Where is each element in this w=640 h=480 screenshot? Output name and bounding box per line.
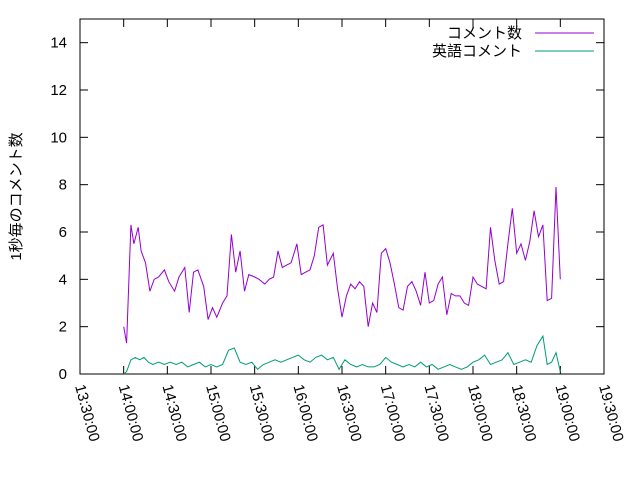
y-tick-label: 0 [59, 366, 67, 383]
x-tick-label: 13:30:00 [71, 383, 103, 444]
x-tick-label: 18:30:00 [508, 383, 540, 444]
y-tick-label: 8 [59, 177, 67, 194]
x-tick-label: 19:30:00 [595, 383, 627, 444]
y-tick-label: 6 [59, 224, 67, 241]
x-tick-label: 16:00:00 [289, 383, 321, 444]
x-tick-label: 15:00:00 [202, 383, 234, 444]
x-tick-label: 18:00:00 [464, 383, 496, 444]
chart-series [123, 186, 561, 375]
legend-label-2: 英語コメント [432, 42, 522, 60]
series-line-2 [123, 334, 561, 375]
series-line-1 [123, 186, 561, 344]
x-tick-label: 15:30:00 [246, 383, 278, 444]
x-tick-label: 19:00:00 [551, 383, 583, 444]
y-tick-label: 12 [50, 82, 67, 99]
x-tick-label: 17:30:00 [420, 383, 452, 444]
legend-label-1: コメント数 [447, 25, 522, 42]
y-tick-label: 10 [50, 129, 67, 146]
y-tick-label: 14 [50, 35, 67, 52]
x-tick-label: 17:00:00 [377, 383, 409, 444]
y-axis-label: 1秒毎のコメント数 [8, 132, 25, 260]
y-tick-label: 2 [59, 319, 67, 336]
x-tick-label: 14:00:00 [115, 383, 147, 444]
x-tick-label: 14:30:00 [158, 383, 190, 444]
y-tick-label: 4 [59, 271, 67, 288]
x-tick-label: 16:30:00 [333, 383, 365, 444]
plot-frame [79, 18, 605, 375]
